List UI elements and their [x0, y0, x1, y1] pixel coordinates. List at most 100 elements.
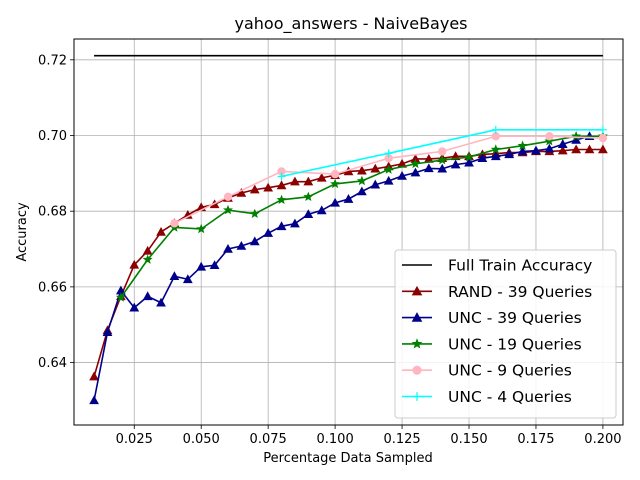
y-tick-label: 0.64 — [38, 356, 67, 371]
x-axis-label: Percentage Data Sampled — [263, 451, 432, 466]
data-point — [330, 169, 340, 179]
data-point — [598, 144, 608, 154]
data-point — [249, 184, 260, 194]
x-tick-label: 0.075 — [250, 432, 287, 447]
data-point — [196, 261, 207, 271]
data-point — [182, 274, 193, 284]
data-point — [290, 176, 300, 186]
data-point — [129, 259, 140, 269]
data-point — [223, 244, 233, 253]
data-point — [531, 145, 541, 155]
data-point — [263, 228, 274, 237]
data-point — [236, 240, 247, 250]
x-tick-label: 0.100 — [317, 432, 354, 447]
data-point — [383, 175, 394, 185]
data-point — [571, 144, 582, 154]
data-point — [490, 144, 501, 154]
data-point — [410, 158, 421, 169]
data-point — [115, 292, 126, 302]
data-point — [196, 223, 207, 234]
data-point — [129, 302, 140, 312]
data-point — [598, 133, 608, 143]
data-point — [249, 236, 260, 246]
series-unc-4-queries — [277, 125, 607, 181]
data-point — [343, 194, 354, 203]
legend: Full Train Accuracy RAND - 39 Queries UNC … — [394, 249, 617, 419]
data-point — [545, 132, 554, 141]
data-point — [169, 271, 180, 281]
data-point — [142, 254, 153, 264]
y-tick-label: 0.66 — [38, 280, 67, 295]
data-point — [316, 205, 327, 215]
legend-entry: Full Train Accuracy — [402, 257, 592, 275]
data-point — [464, 151, 474, 162]
legend-label: UNC - 4 Queries — [448, 388, 572, 406]
data-point — [571, 131, 582, 141]
x-tick-label: 0.050 — [183, 432, 220, 447]
data-point — [412, 365, 422, 375]
data-point — [156, 297, 166, 307]
data-point — [330, 197, 340, 207]
data-point — [290, 218, 300, 228]
series-layer — [89, 54, 608, 405]
data-point — [142, 245, 153, 255]
data-point — [303, 191, 314, 202]
data-point — [249, 208, 260, 219]
data-point — [411, 338, 423, 349]
x-tick-label: 0.200 — [584, 432, 621, 447]
data-point — [438, 147, 447, 156]
data-point — [276, 180, 287, 190]
data-point — [477, 153, 488, 162]
data-point — [384, 149, 393, 158]
data-point — [357, 186, 367, 196]
x-tick-label: 0.150 — [450, 432, 487, 447]
data-point — [89, 371, 99, 381]
data-point — [277, 172, 286, 181]
axis-ticks: 0.025 0.050 0.075 0.100 0.125 0.150 0.175 0.200… — [38, 53, 621, 447]
plot-frame — [73, 38, 624, 426]
data-point — [370, 179, 381, 189]
legend-entry: UNC - 9 Queries — [402, 362, 572, 380]
data-point — [276, 221, 287, 231]
data-point — [357, 165, 367, 175]
data-point — [490, 151, 501, 161]
data-point — [411, 312, 423, 322]
x-tick-label: 0.175 — [517, 432, 554, 447]
series-line — [281, 129, 603, 178]
data-point — [397, 170, 407, 180]
y-tick-label: 0.68 — [38, 205, 67, 220]
data-point — [598, 125, 607, 134]
data-point — [276, 194, 287, 205]
data-point — [410, 167, 421, 177]
data-point — [557, 145, 568, 155]
data-point — [236, 187, 247, 197]
legend-label: Full Train Accuracy — [448, 257, 592, 275]
y-axis-label: Accuracy — [15, 202, 30, 262]
data-point — [156, 226, 166, 236]
data-point — [263, 182, 274, 192]
data-point — [557, 139, 568, 148]
data-point — [517, 140, 528, 150]
legend-entry: UNC - 19 Queries — [402, 335, 582, 353]
data-point — [356, 175, 367, 186]
y-tick-label: 0.72 — [38, 53, 67, 68]
data-point — [102, 327, 113, 337]
legend-label: UNC - 39 Queries — [448, 309, 582, 327]
legend-label: UNC - 19 Queries — [448, 335, 582, 353]
data-point — [412, 392, 422, 401]
legend-box — [394, 249, 617, 419]
series-unc-39-queries — [89, 131, 595, 405]
data-point — [142, 291, 153, 301]
data-point — [316, 172, 327, 182]
y-tick-label: 0.70 — [38, 129, 67, 144]
data-point — [370, 163, 381, 173]
data-point — [584, 144, 595, 154]
chart-title: yahoo_answers - NaiveBayes — [234, 14, 467, 34]
data-point — [423, 163, 434, 173]
legend-entry: UNC - 4 Queries — [402, 388, 572, 406]
x-tick-label: 0.025 — [116, 432, 153, 447]
data-point — [517, 146, 528, 156]
data-point — [491, 125, 500, 134]
x-tick-label: 0.125 — [383, 432, 420, 447]
